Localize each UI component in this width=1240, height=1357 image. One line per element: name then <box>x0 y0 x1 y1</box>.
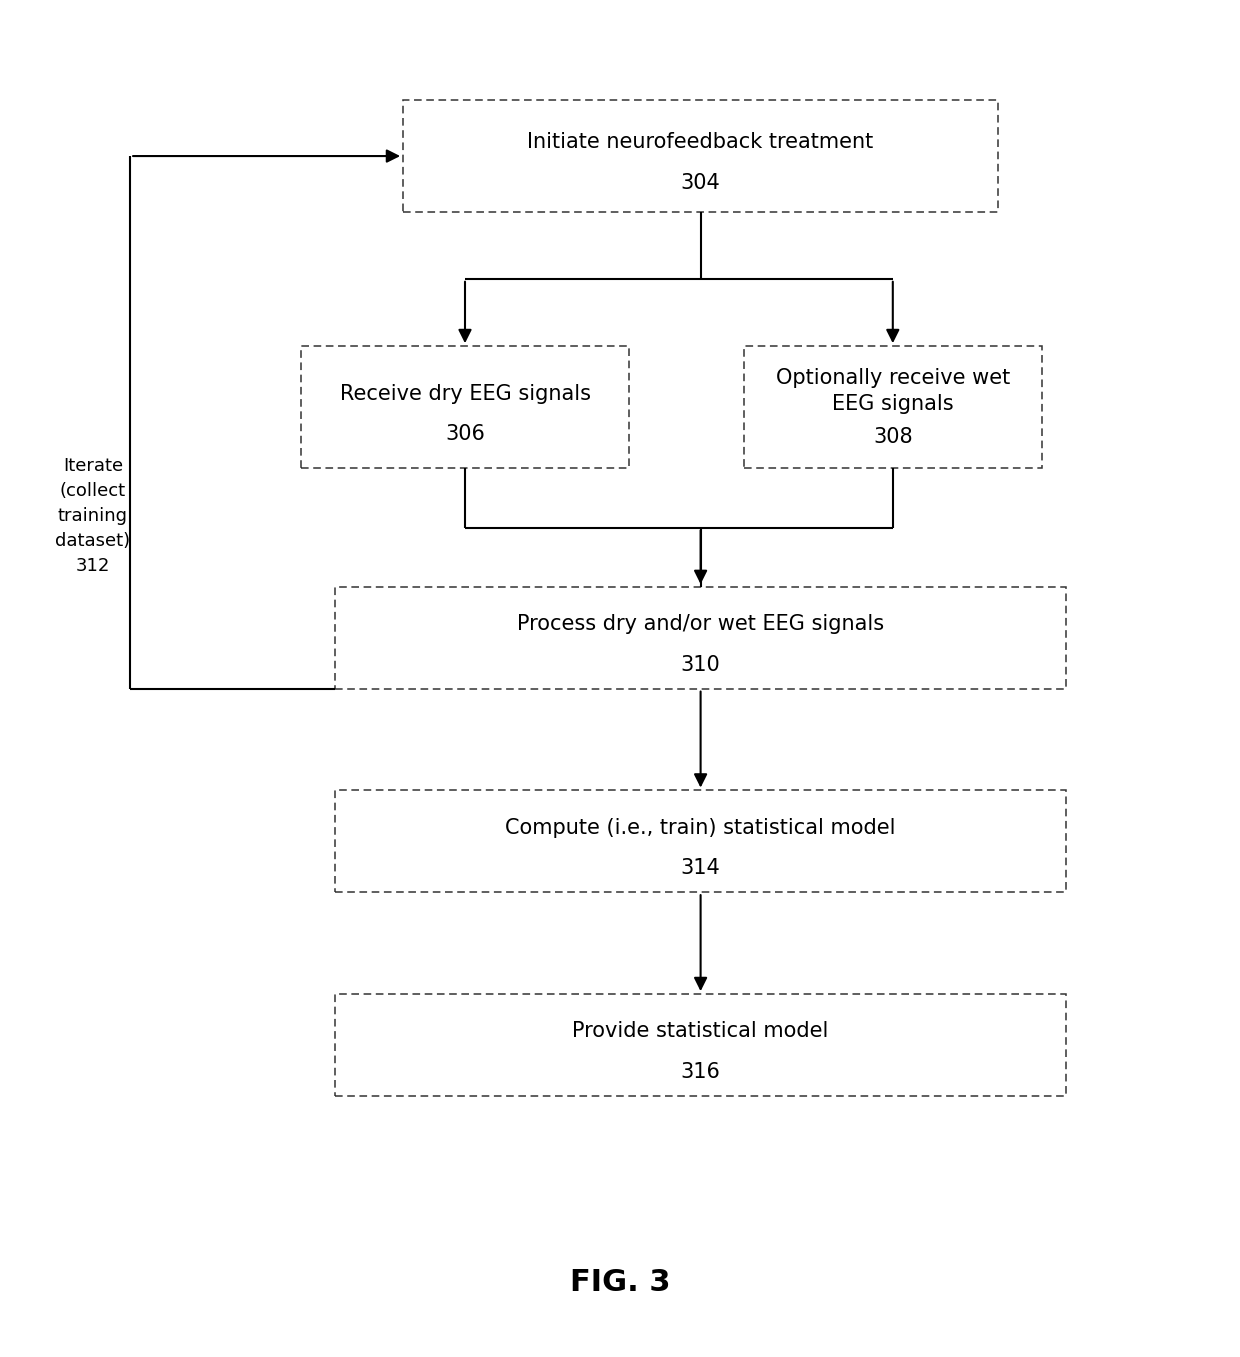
Bar <box>335 993 1066 1096</box>
Text: Compute (i.e., train) statistical model: Compute (i.e., train) statistical model <box>506 818 895 837</box>
Text: Optionally receive wet
EEG signals: Optionally receive wet EEG signals <box>776 368 1009 414</box>
Text: 308: 308 <box>873 427 913 446</box>
Bar <box>744 346 1042 468</box>
Bar <box>300 346 630 468</box>
Text: FIG. 3: FIG. 3 <box>569 1267 671 1297</box>
Text: Iterate
(collect
training
dataset)
312: Iterate (collect training dataset) 312 <box>56 457 130 574</box>
Text: Initiate neurofeedback treatment: Initiate neurofeedback treatment <box>527 133 874 152</box>
Bar <box>335 586 1066 688</box>
Text: 314: 314 <box>681 859 720 878</box>
Bar <box>335 790 1066 893</box>
Text: Receive dry EEG signals: Receive dry EEG signals <box>340 384 590 403</box>
Text: 306: 306 <box>445 425 485 444</box>
Text: 310: 310 <box>681 655 720 674</box>
Bar <box>403 100 998 212</box>
Text: 304: 304 <box>681 174 720 193</box>
Text: Provide statistical model: Provide statistical model <box>573 1022 828 1041</box>
Text: 316: 316 <box>681 1063 720 1082</box>
Text: Process dry and/or wet EEG signals: Process dry and/or wet EEG signals <box>517 615 884 634</box>
